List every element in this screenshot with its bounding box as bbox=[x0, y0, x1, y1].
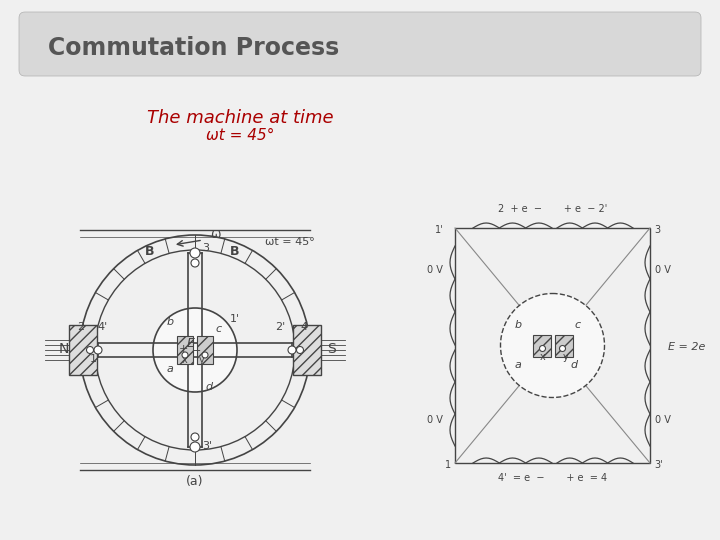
Circle shape bbox=[288, 346, 296, 354]
Bar bbox=[197, 336, 213, 364]
Text: 2': 2' bbox=[275, 322, 285, 332]
Text: 0 V: 0 V bbox=[655, 415, 671, 425]
Text: E = 2e: E = 2e bbox=[668, 342, 706, 353]
Text: 0 V: 0 V bbox=[427, 415, 443, 425]
Text: 2: 2 bbox=[77, 322, 84, 332]
Circle shape bbox=[191, 259, 199, 267]
Text: d: d bbox=[205, 382, 212, 392]
Circle shape bbox=[297, 347, 304, 354]
Bar bbox=[554, 334, 572, 356]
Circle shape bbox=[182, 352, 188, 358]
Text: b: b bbox=[167, 317, 174, 327]
Text: 1: 1 bbox=[90, 354, 97, 364]
Text: c: c bbox=[575, 320, 580, 329]
Text: 3': 3' bbox=[202, 441, 212, 451]
FancyBboxPatch shape bbox=[19, 12, 701, 76]
Circle shape bbox=[191, 433, 199, 441]
Text: 1': 1' bbox=[435, 225, 444, 235]
Circle shape bbox=[190, 442, 200, 452]
Text: Commutation Process: Commutation Process bbox=[48, 36, 339, 60]
Bar bbox=[533, 334, 551, 356]
Text: a: a bbox=[515, 360, 521, 369]
Text: 4'  = e  −       + e  = 4: 4' = e − + e = 4 bbox=[498, 473, 607, 483]
Text: 3: 3 bbox=[654, 225, 660, 235]
Circle shape bbox=[500, 294, 605, 397]
Circle shape bbox=[86, 347, 94, 354]
Text: B: B bbox=[230, 245, 240, 258]
Bar bbox=[455, 228, 650, 463]
Text: ω: ω bbox=[210, 228, 220, 241]
Text: 4: 4 bbox=[300, 322, 307, 332]
Bar bbox=[69, 325, 97, 375]
Text: ωt = 45°: ωt = 45° bbox=[265, 237, 315, 247]
Text: y: y bbox=[199, 355, 204, 365]
Text: +: + bbox=[179, 344, 189, 354]
Text: x: x bbox=[539, 352, 545, 361]
Text: 0 V: 0 V bbox=[427, 265, 443, 275]
Bar bbox=[293, 325, 321, 375]
Text: (a): (a) bbox=[186, 475, 204, 488]
Text: 3': 3' bbox=[654, 460, 662, 470]
Circle shape bbox=[539, 346, 546, 352]
Text: S: S bbox=[327, 342, 336, 356]
Text: a: a bbox=[167, 364, 174, 374]
Text: 1': 1' bbox=[230, 314, 240, 324]
Text: B: B bbox=[145, 245, 155, 258]
Circle shape bbox=[153, 308, 237, 392]
Circle shape bbox=[190, 248, 200, 258]
Text: x: x bbox=[182, 355, 188, 365]
Text: 3: 3 bbox=[202, 243, 209, 253]
Text: 4': 4' bbox=[97, 322, 107, 332]
Text: −: − bbox=[192, 346, 202, 356]
Circle shape bbox=[202, 352, 208, 358]
Text: ωt = 45°: ωt = 45° bbox=[206, 127, 274, 143]
Text: N: N bbox=[59, 342, 69, 356]
Text: 0 V: 0 V bbox=[655, 265, 671, 275]
Circle shape bbox=[559, 346, 565, 352]
Text: The machine at time: The machine at time bbox=[147, 109, 333, 127]
Text: E: E bbox=[187, 337, 195, 350]
Text: y: y bbox=[562, 352, 568, 361]
Text: 2  + e  −       + e  − 2': 2 + e − + e − 2' bbox=[498, 204, 607, 214]
Text: d: d bbox=[570, 360, 577, 369]
Bar bbox=[177, 336, 193, 364]
Text: c: c bbox=[215, 324, 221, 334]
Circle shape bbox=[94, 346, 102, 354]
Text: 1: 1 bbox=[445, 460, 451, 470]
Text: b: b bbox=[515, 320, 521, 329]
